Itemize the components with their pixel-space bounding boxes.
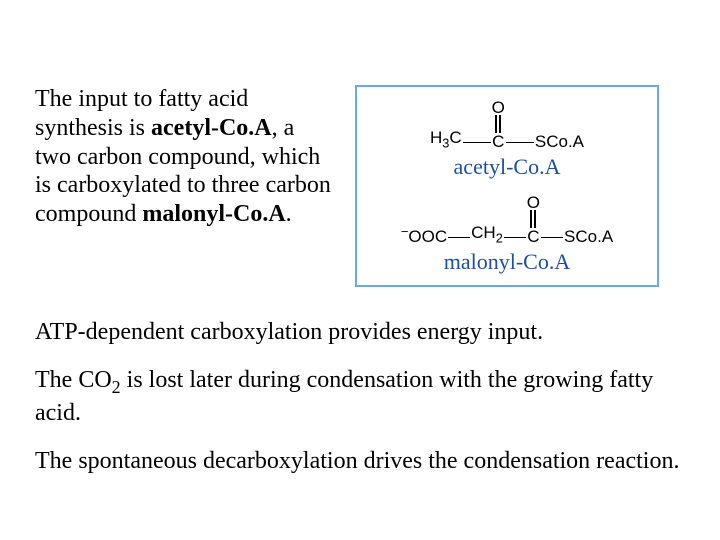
intro-paragraph: The input to fatty acid synthesis is ace…	[35, 85, 335, 229]
para-2a: The CO	[35, 367, 112, 393]
malonyl-c2: C	[527, 227, 539, 246]
intro-t3: .	[286, 201, 292, 227]
malonyl-label: malonyl-Co.A	[377, 249, 637, 275]
acetyl-right: SCo.A	[535, 132, 584, 151]
para-1: ATP-dependent carboxylation provides ene…	[35, 317, 685, 347]
acetyl-left-h: H	[430, 128, 442, 147]
double-bond-icon	[497, 115, 499, 133]
malonyl-ch2: CH	[471, 223, 496, 242]
para-3: The spontaneous decarboxylation drives t…	[35, 446, 685, 476]
malonyl-o: O	[527, 194, 540, 210]
para-2: The CO2 is lost later during condensatio…	[35, 365, 685, 428]
structure-diagram-box: H3C O C SCo.A acetyl-Co.A −OOC CH2 O	[355, 85, 659, 287]
bond-icon	[463, 142, 491, 143]
bond-icon	[448, 237, 470, 238]
double-bond-icon	[532, 210, 534, 228]
top-row: The input to fatty acid synthesis is ace…	[35, 85, 685, 287]
malonyl-sub2: 2	[496, 230, 503, 245]
intro-b2: malonyl-Co.A	[142, 201, 285, 227]
bond-icon	[504, 237, 526, 238]
malonyl-ooc: OOC	[408, 227, 447, 246]
malonyl-right: SCo.A	[564, 227, 613, 246]
malonyl-structure: −OOC CH2 O C SCo.A	[377, 194, 637, 245]
acetyl-c2: C	[492, 132, 504, 151]
para-2-sub: 2	[112, 377, 121, 397]
intro-b1: acetyl-Co.A	[151, 115, 272, 141]
acetyl-label: acetyl-Co.A	[377, 154, 637, 180]
acetyl-o: O	[492, 99, 505, 115]
para-2b: is lost later during condensation with t…	[35, 367, 653, 426]
acetyl-c1: C	[449, 128, 461, 147]
bond-icon	[506, 142, 534, 143]
bond-icon	[541, 237, 563, 238]
acetyl-structure: H3C O C SCo.A	[377, 99, 637, 150]
